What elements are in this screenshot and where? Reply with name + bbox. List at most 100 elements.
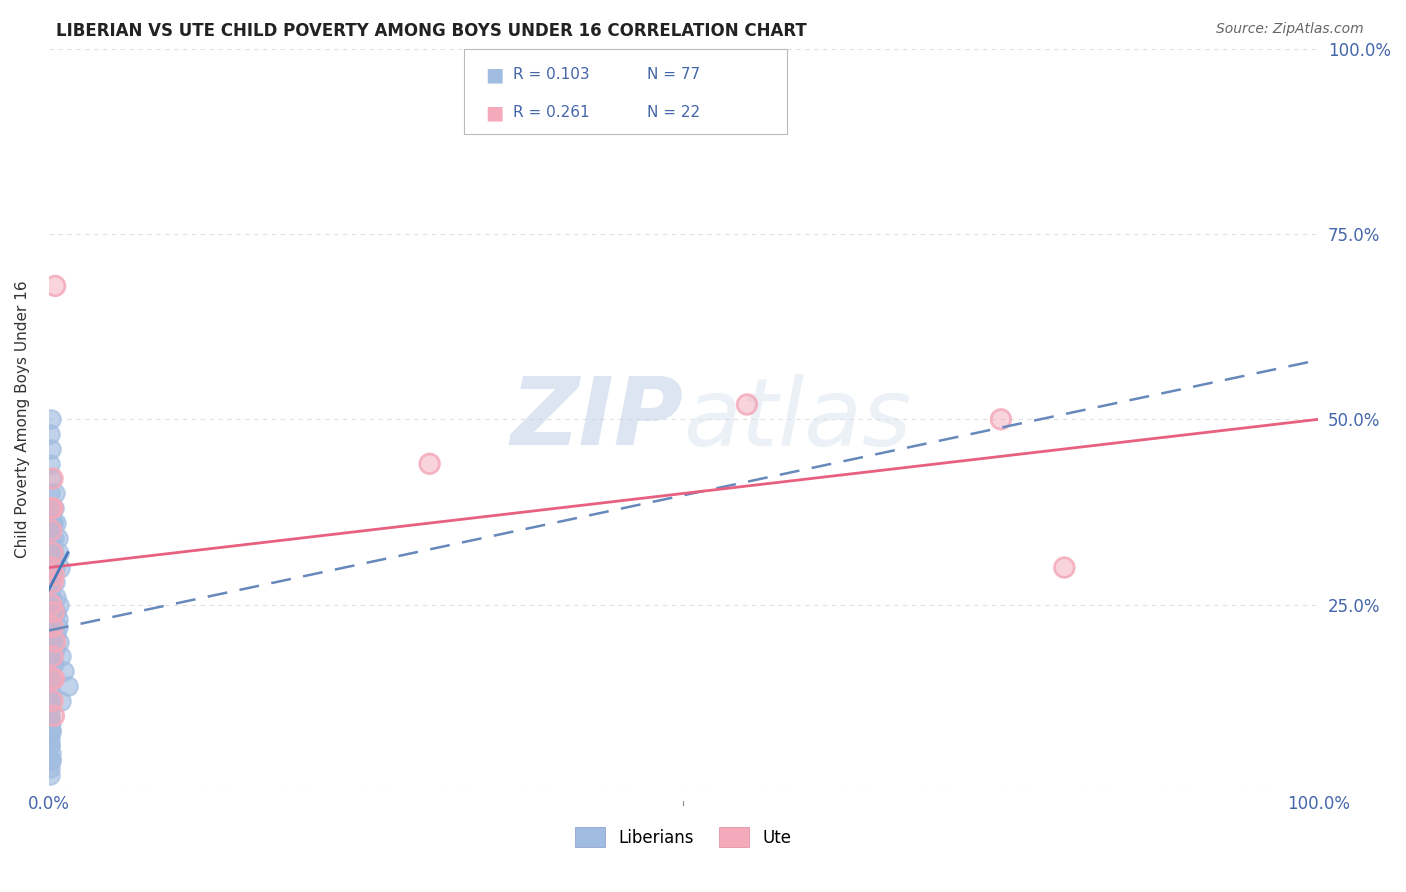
Point [44,642,66,657]
Point [42,708,65,723]
Point [39,575,62,590]
Point [1053,560,1076,574]
Point [39,598,62,612]
Point [39,657,62,671]
Point [39,723,62,738]
Point [41,672,63,686]
Point [56,679,79,693]
Point [41,516,63,530]
Point [39,679,62,693]
Point [39,672,62,686]
Point [39,634,62,648]
Point [39,708,62,723]
Point [41,501,63,516]
Point [735,397,758,411]
Text: LIBERIAN VS UTE CHILD POVERTY AMONG BOYS UNDER 16 CORRELATION CHART: LIBERIAN VS UTE CHILD POVERTY AMONG BOYS… [56,22,807,40]
Point [44,575,66,590]
Point [39,716,62,731]
Point [39,568,62,582]
Point [45,627,67,641]
Point [42,501,65,516]
Point [41,672,63,686]
Point [39,575,62,590]
Point [39,649,62,664]
Point [39,591,62,605]
Point [41,620,63,634]
Point [41,620,63,634]
Point [39,701,62,715]
Point [46,531,69,545]
Text: N = 77: N = 77 [647,67,700,82]
Point [39,560,62,574]
Point [1053,560,1076,574]
Point [41,575,63,590]
Point [51,649,73,664]
Point [42,672,65,686]
Point [39,501,62,516]
Point [39,620,62,634]
Point [41,501,63,516]
Point [39,553,62,567]
Point [42,657,65,671]
Point [39,761,62,775]
Point [41,649,63,664]
Point [41,694,63,708]
Point [39,560,62,574]
Point [42,708,65,723]
Point [39,723,62,738]
Point [45,591,67,605]
Point [39,501,62,516]
Text: ZIP: ZIP [510,374,683,466]
Point [44,279,66,293]
Point [39,560,62,574]
Point [39,457,62,471]
Point [49,560,72,574]
Point [39,516,62,530]
Point [39,665,62,679]
Point [39,768,62,782]
Point [39,560,62,574]
Point [41,546,63,560]
Point [39,442,62,456]
Point [44,486,66,500]
Point [39,501,62,516]
Point [41,546,63,560]
Text: ■: ■ [485,103,503,122]
Point [48,598,70,612]
Point [42,605,65,619]
Legend: Liberians, Ute: Liberians, Ute [567,819,800,855]
Point [42,568,65,582]
Point [39,412,62,426]
Point [39,753,62,767]
Point [39,687,62,701]
Point [42,568,65,582]
Point [39,524,62,538]
Point [39,605,62,619]
Point [39,538,62,552]
Point [42,672,65,686]
Point [39,694,62,708]
Text: Source: ZipAtlas.com: Source: ZipAtlas.com [1216,22,1364,37]
Text: N = 22: N = 22 [647,105,700,120]
Point [46,612,69,626]
Text: R = 0.261: R = 0.261 [513,105,589,120]
Point [735,397,758,411]
Point [39,753,62,767]
Point [39,598,62,612]
Y-axis label: Child Poverty Among Boys Under 16: Child Poverty Among Boys Under 16 [15,280,30,558]
Text: atlas: atlas [683,374,911,465]
Point [39,427,62,442]
Point [419,457,441,471]
Point [46,620,69,634]
Point [39,598,62,612]
Point [39,546,62,560]
Point [39,582,62,597]
Point [41,472,63,486]
Point [44,634,66,648]
Point [48,546,70,560]
Point [53,665,76,679]
Point [44,279,66,293]
Point [42,531,65,545]
Point [39,612,62,626]
Point [39,642,62,657]
